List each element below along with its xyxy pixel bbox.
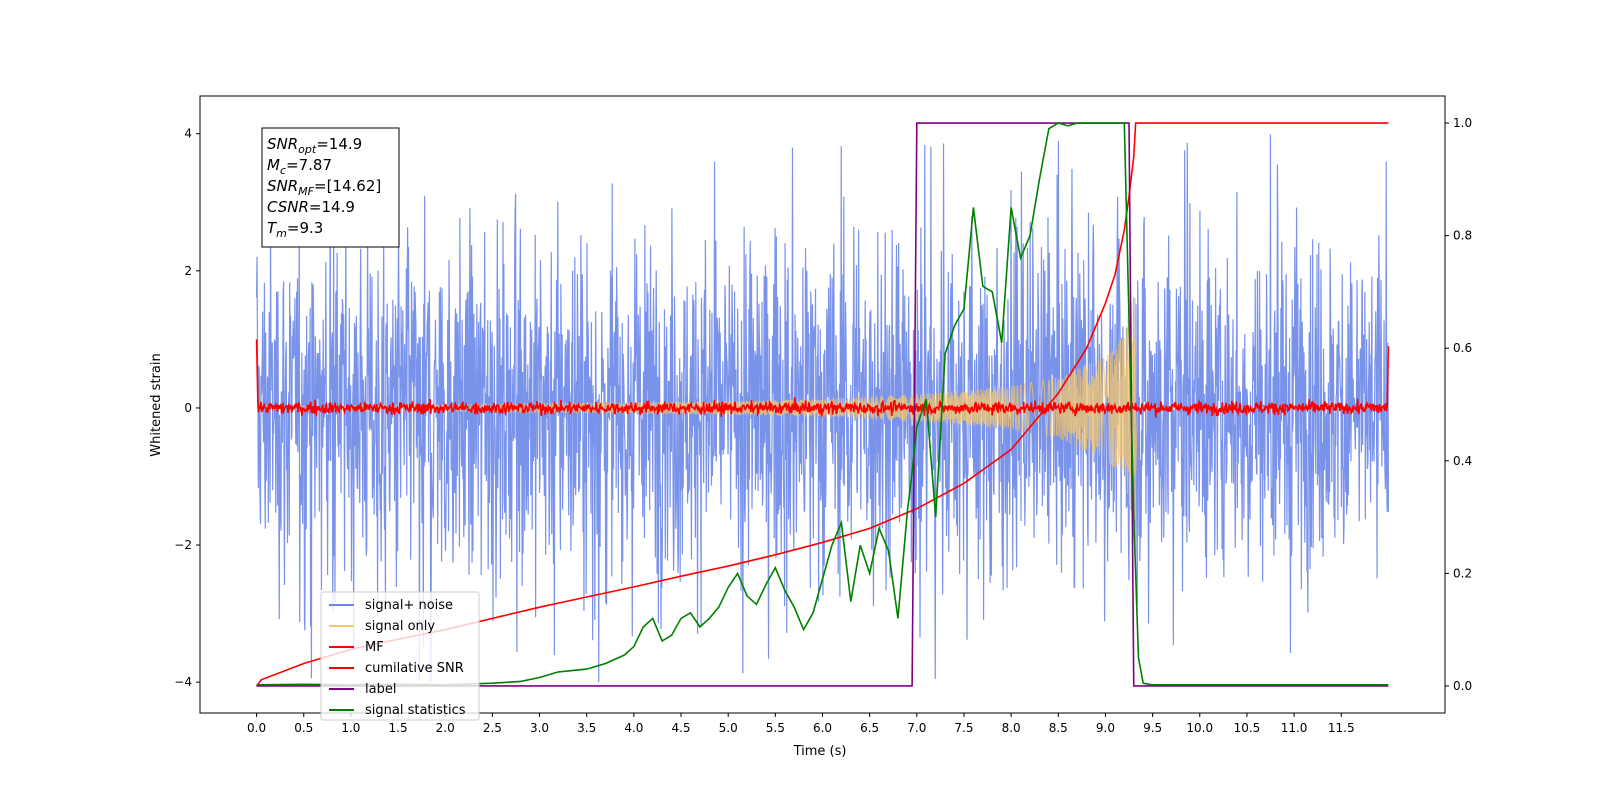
x-tick-label: 2.5 xyxy=(483,721,502,735)
x-tick-label: 9.0 xyxy=(1096,721,1115,735)
y2-tick-label: 0.8 xyxy=(1453,229,1472,243)
x-tick-label: 11.0 xyxy=(1281,721,1308,735)
x-tick-label: 0.5 xyxy=(294,721,313,735)
x-tick-label: 5.5 xyxy=(766,721,785,735)
x-tick-label: 7.5 xyxy=(954,721,973,735)
x-tick-label: 4.5 xyxy=(671,721,690,735)
y-axis-left: −4 −2 0 2 4 xyxy=(174,127,200,689)
x-tick-label: 11.5 xyxy=(1328,721,1355,735)
x-tick-label: 3.5 xyxy=(577,721,596,735)
y-tick-label: −2 xyxy=(174,538,192,552)
x-tick-label: 2.0 xyxy=(436,721,455,735)
x-tick-label: 3.0 xyxy=(530,721,549,735)
y-tick-label: 2 xyxy=(184,264,192,278)
annotation-box: SNRopt=14.9 Mc=7.87 SNRMF=[14.62] CSNR=1… xyxy=(261,127,400,248)
x-tick-label: 8.0 xyxy=(1002,721,1021,735)
legend-label: signal+ noise xyxy=(365,598,453,613)
y2-tick-label: 1.0 xyxy=(1453,116,1472,130)
series-mf xyxy=(255,339,1390,418)
x-tick-label: 10.0 xyxy=(1186,721,1213,735)
y2-tick-label: 0.6 xyxy=(1453,341,1472,355)
legend: signal+ noise signal only MF cumilative SNR… xyxy=(320,591,480,721)
x-tick-label: 6.5 xyxy=(860,721,879,735)
y2-tick-label: 0.4 xyxy=(1453,454,1472,468)
legend-label: label xyxy=(365,682,396,697)
x-tick-label: 5.0 xyxy=(719,721,738,735)
annotation-csnr: CSNR=14.9 xyxy=(267,198,355,216)
x-axis: 0.0 0.5 1.0 1.5 2.0 2.5 3.0 3.5 4.0 4.5 5.0 5.5 6.0 6… xyxy=(247,713,1355,735)
series-label xyxy=(256,122,1389,687)
x-tick-label: 10.5 xyxy=(1234,721,1261,735)
y-axis-label: Whitened strain xyxy=(149,353,164,456)
series-signal-statistics xyxy=(256,122,1389,686)
annotation-tm: Tm=9.3 xyxy=(267,219,323,240)
x-tick-label: 9.5 xyxy=(1143,721,1162,735)
legend-label: signal statistics xyxy=(365,703,466,718)
x-tick-label: 0.0 xyxy=(247,721,266,735)
y-tick-label: 0 xyxy=(184,401,192,415)
legend-label: signal only xyxy=(365,619,435,634)
x-tick-label: 1.0 xyxy=(341,721,360,735)
x-tick-label: 6.0 xyxy=(813,721,832,735)
y-axis-right: 0.0 0.2 0.4 0.6 0.8 1.0 xyxy=(1445,116,1472,693)
legend-label: MF xyxy=(365,640,384,655)
y2-tick-label: 0.2 xyxy=(1453,566,1472,580)
x-tick-label: 4.0 xyxy=(624,721,643,735)
y2-tick-label: 0.0 xyxy=(1453,679,1472,693)
x-tick-label: 7.0 xyxy=(907,721,926,735)
y-tick-label: 4 xyxy=(184,127,192,141)
series-signal-noise xyxy=(255,127,1390,683)
x-tick-label: 1.5 xyxy=(389,721,408,735)
annotation-snr-mf: SNRMF=[14.62] xyxy=(267,177,381,198)
x-axis-label: Time (s) xyxy=(793,744,847,759)
annotation-mc: Mc=7.87 xyxy=(267,156,332,177)
x-tick-label: 8.5 xyxy=(1049,721,1068,735)
y-tick-label: −4 xyxy=(174,675,192,689)
legend-label: cumilative SNR xyxy=(365,661,464,676)
annotation-snr-opt: SNRopt=14.9 xyxy=(267,135,362,156)
